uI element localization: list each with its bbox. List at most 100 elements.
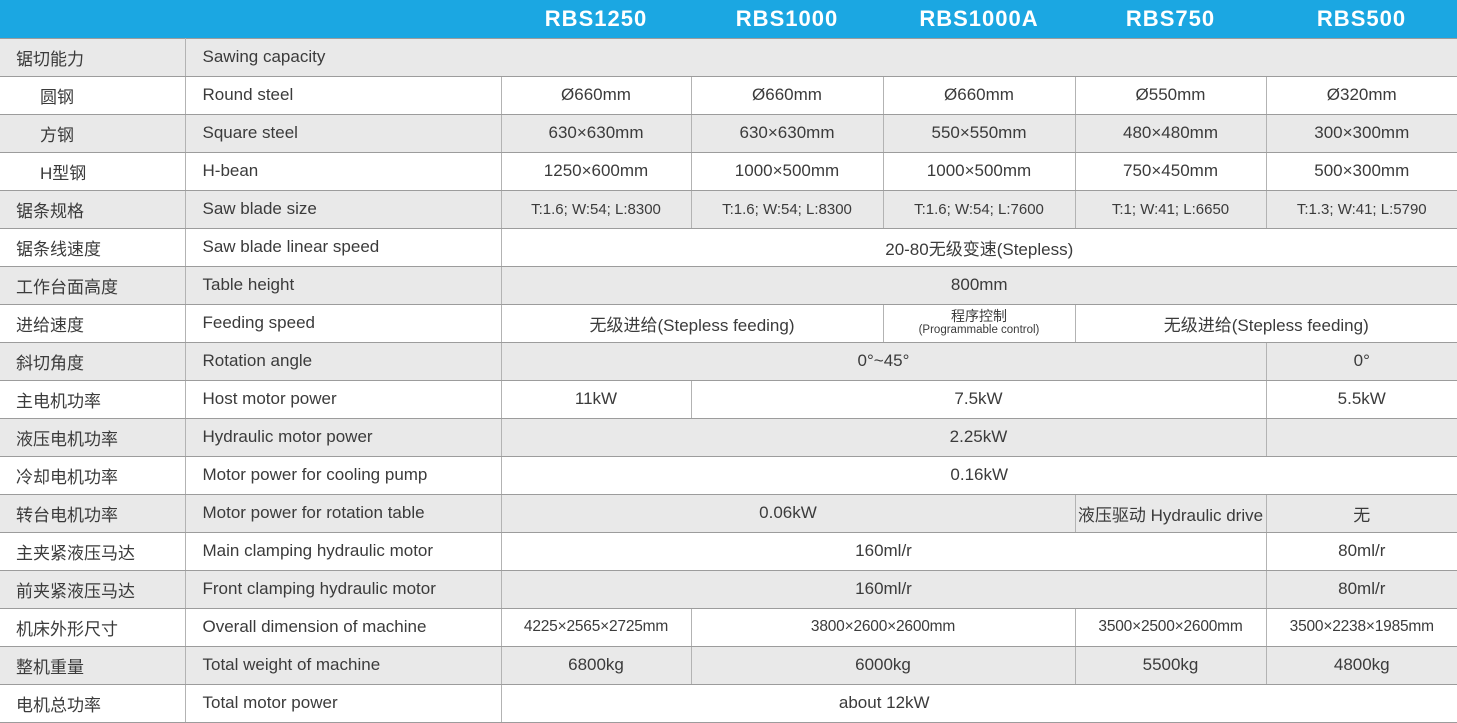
row-label-cn: 锯条线速度	[0, 227, 186, 267]
row-label-en: Saw blade size	[184, 189, 502, 229]
value-cell: 4225×2565×2725mm	[500, 607, 692, 647]
row-total-weight: 整机重量 Total weight of machine 6800kg 6000…	[0, 645, 1457, 685]
row-label-en: Round steel	[184, 75, 502, 115]
value-cell: 20-80无级变速(Stepless)	[500, 227, 1457, 267]
value-cell: 7.5kW	[690, 379, 1267, 419]
column-header-rbs1000: RBS1000	[691, 0, 883, 38]
value-cell: T:1.6; W:54; L:8300	[690, 189, 884, 229]
value-cell: 5500kg	[1074, 645, 1267, 685]
value-cell: 80ml/r	[1265, 531, 1457, 571]
value-cell-empty	[1265, 417, 1457, 457]
value-cell: T:1.3; W:41; L:5790	[1265, 189, 1457, 229]
row-label-en: Total weight of machine	[184, 645, 502, 685]
value-cell: Ø320mm	[1265, 75, 1457, 115]
row-rotation-table-power: 转台电机功率 Motor power for rotation table 0.…	[0, 493, 1457, 533]
row-label-cn: 进给速度	[0, 303, 186, 343]
value-cell: 无	[1265, 493, 1457, 533]
column-header-rbs500: RBS500	[1266, 0, 1457, 38]
row-label-en: Total motor power	[184, 683, 502, 723]
row-label-en: H-bean	[184, 151, 502, 191]
value-cell: Ø660mm	[500, 75, 692, 115]
value-cell: 3500×2500×2600mm	[1074, 607, 1267, 647]
value-cell: 0.06kW	[500, 493, 1076, 533]
row-label-cn: 锯条规格	[0, 189, 186, 229]
row-label-en: Hydraulic motor power	[184, 417, 502, 457]
row-label-cn: 电机总功率	[0, 683, 186, 723]
row-label-en: Overall dimension of machine	[184, 607, 502, 647]
row-label-en: Square steel	[184, 113, 502, 153]
row-total-motor-power: 电机总功率 Total motor power about 12kW	[0, 683, 1457, 723]
value-cell: 750×450mm	[1074, 151, 1267, 191]
value-cell: 480×480mm	[1074, 113, 1267, 153]
column-header-rbs1250: RBS1250	[501, 0, 691, 38]
row-label-cn: 主夹紧液压马达	[0, 531, 186, 571]
row-label-en: Main clamping hydraulic motor	[184, 531, 502, 571]
row-label-cn: 工作台面高度	[0, 265, 186, 305]
row-saw-blade-linear-speed: 锯条线速度 Saw blade linear speed 20-80无级变速(S…	[0, 227, 1457, 267]
row-label-cn: 锯切能力	[0, 37, 186, 77]
value-cell: 程序控制 (Programmable control)	[882, 303, 1076, 343]
row-sawing-capacity: 锯切能力 Sawing capacity	[0, 37, 1457, 77]
row-label-cn: 机床外形尺寸	[0, 607, 186, 647]
row-cooling-pump-power: 冷却电机功率 Motor power for cooling pump 0.16…	[0, 455, 1457, 495]
row-label-cn: 主电机功率	[0, 379, 186, 419]
row-feeding-speed: 进给速度 Feeding speed 无级进给(Stepless feeding…	[0, 303, 1457, 343]
value-cell: 300×300mm	[1265, 113, 1457, 153]
value-cell: 液压驱动 Hydraulic drive	[1074, 493, 1267, 533]
row-label-en: Table height	[184, 265, 502, 305]
row-label-en: Feeding speed	[184, 303, 502, 343]
value-cell: Ø660mm	[882, 75, 1076, 115]
value-cell: 6800kg	[500, 645, 692, 685]
row-table-height: 工作台面高度 Table height 800mm	[0, 265, 1457, 305]
row-label-cn: 转台电机功率	[0, 493, 186, 533]
value-cell: 0°	[1265, 341, 1457, 381]
row-label-cn: H型钢	[0, 151, 186, 191]
programmable-control-cn: 程序控制	[951, 308, 1007, 325]
row-front-clamping: 前夹紧液压马达 Front clamping hydraulic motor 1…	[0, 569, 1457, 609]
row-label-en: Host motor power	[184, 379, 502, 419]
value-cell: T:1.6; W:54; L:8300	[500, 189, 692, 229]
row-label-cn: 前夹紧液压马达	[0, 569, 186, 609]
row-square-steel: 方钢 Square steel 630×630mm 630×630mm 550×…	[0, 113, 1457, 153]
value-cell: 160ml/r	[500, 531, 1267, 571]
row-label-en: Front clamping hydraulic motor	[184, 569, 502, 609]
row-saw-blade-size: 锯条规格 Saw blade size T:1.6; W:54; L:8300 …	[0, 189, 1457, 229]
row-h-beam: H型钢 H-bean 1250×600mm 1000×500mm 1000×50…	[0, 151, 1457, 191]
models-header-row: RBS1250 RBS1000 RBS1000A RBS750 RBS500	[0, 0, 1457, 38]
value-cell: 1000×500mm	[690, 151, 884, 191]
row-host-motor-power: 主电机功率 Host motor power 11kW 7.5kW 5.5kW	[0, 379, 1457, 419]
value-cell: 800mm	[500, 265, 1457, 305]
row-label-en: Rotation angle	[184, 341, 502, 381]
value-cell: 550×550mm	[882, 113, 1076, 153]
value-cell: 0°~45°	[500, 341, 1267, 381]
value-cell: 160ml/r	[500, 569, 1267, 609]
value-cell: 4800kg	[1265, 645, 1457, 685]
value-cell: 630×630mm	[500, 113, 692, 153]
value-cell: 500×300mm	[1265, 151, 1457, 191]
row-label-cn: 整机重量	[0, 645, 186, 685]
row-label-cn: 液压电机功率	[0, 417, 186, 457]
value-cell: 1250×600mm	[500, 151, 692, 191]
row-rotation-angle: 斜切角度 Rotation angle 0°~45° 0°	[0, 341, 1457, 381]
row-label-en: Motor power for rotation table	[184, 493, 502, 533]
value-cell: 630×630mm	[690, 113, 884, 153]
value-cell: 2.25kW	[500, 417, 1267, 457]
row-label-cn: 斜切角度	[0, 341, 186, 381]
column-header-rbs1000a: RBS1000A	[883, 0, 1075, 38]
column-header-rbs750: RBS750	[1075, 0, 1266, 38]
row-label-en: Motor power for cooling pump	[184, 455, 502, 495]
value-cell: 3800×2600×2600mm	[690, 607, 1076, 647]
row-label-cn: 冷却电机功率	[0, 455, 186, 495]
value-cell: about 12kW	[500, 683, 1457, 723]
row-round-steel: 圆钢 Round steel Ø660mm Ø660mm Ø660mm Ø550…	[0, 75, 1457, 115]
value-cell: 5.5kW	[1265, 379, 1457, 419]
value-cell: Ø660mm	[690, 75, 884, 115]
row-label-cn: 方钢	[0, 113, 186, 153]
value-cell: T:1.6; W:54; L:7600	[882, 189, 1076, 229]
value-cell: 3500×2238×1985mm	[1265, 607, 1457, 647]
row-main-clamping: 主夹紧液压马达 Main clamping hydraulic motor 16…	[0, 531, 1457, 571]
row-overall-dimension: 机床外形尺寸 Overall dimension of machine 4225…	[0, 607, 1457, 647]
value-cell: 11kW	[500, 379, 692, 419]
value-cell: 80ml/r	[1265, 569, 1457, 609]
